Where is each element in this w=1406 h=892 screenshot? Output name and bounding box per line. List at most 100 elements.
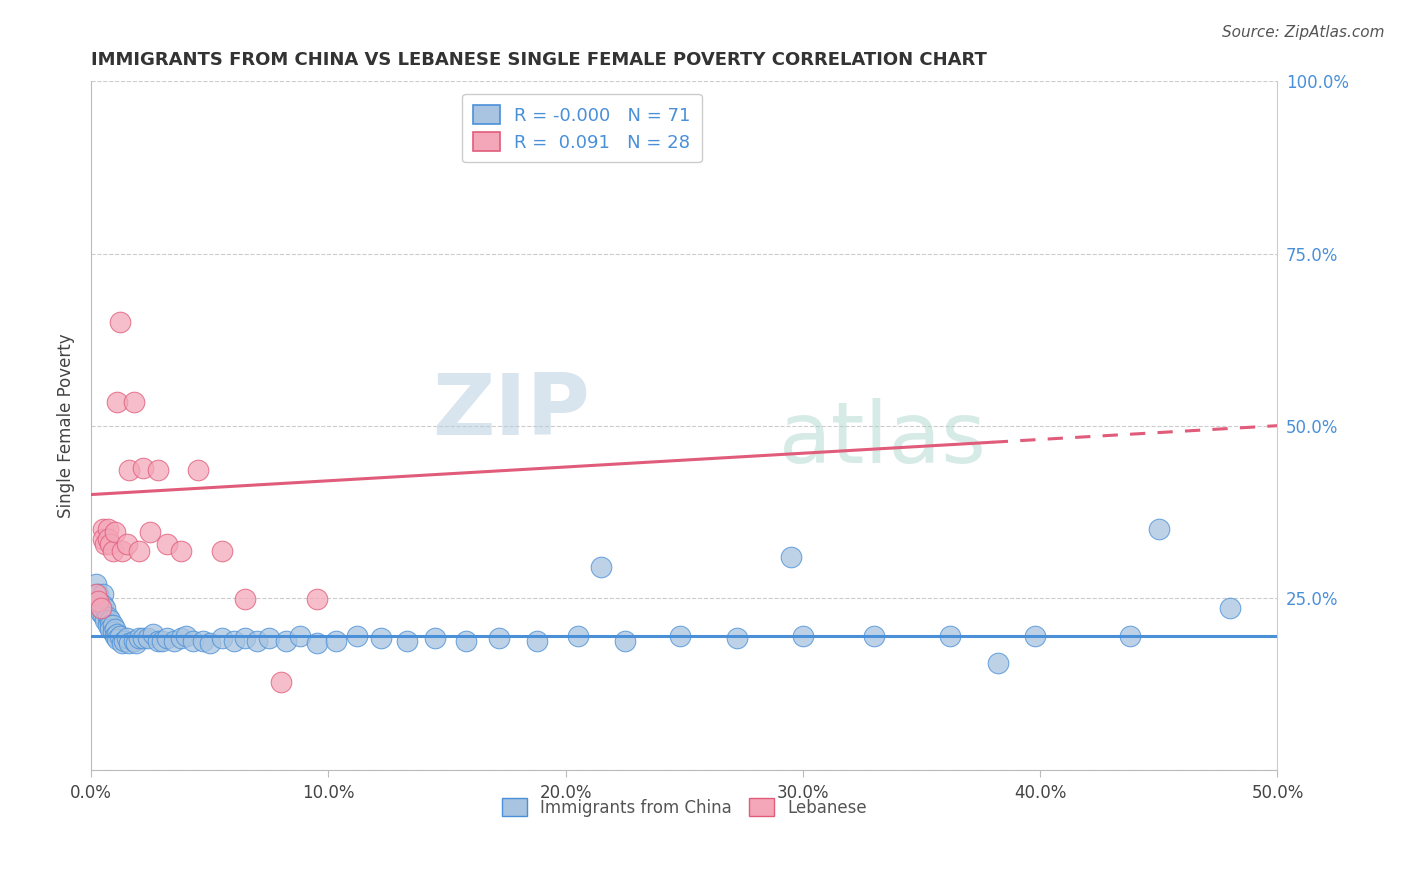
Point: [104, 525, 127, 540]
Point: [1119, 629, 1142, 643]
Point: [105, 626, 128, 640]
Point: [84, 587, 107, 601]
Point: [274, 633, 297, 648]
Point: [111, 635, 134, 649]
Point: [526, 633, 548, 648]
Point: [668, 629, 690, 643]
Text: atlas: atlas: [779, 398, 987, 481]
Point: [128, 631, 150, 645]
Point: [780, 549, 803, 564]
Point: [118, 635, 141, 649]
Point: [346, 629, 368, 643]
Point: [725, 631, 748, 645]
Point: [235, 592, 257, 607]
Point: [211, 544, 233, 558]
Point: [170, 544, 193, 558]
Point: [111, 544, 134, 558]
Point: [94, 537, 117, 551]
Y-axis label: Single Female Poverty: Single Female Poverty: [58, 334, 75, 518]
Point: [105, 394, 128, 409]
Point: [101, 544, 124, 558]
Point: [94, 601, 117, 615]
Point: [939, 629, 962, 643]
Point: [132, 461, 155, 475]
Point: [614, 633, 637, 648]
Point: [156, 537, 179, 551]
Point: [98, 537, 121, 551]
Point: [101, 625, 124, 640]
Point: [1147, 522, 1170, 536]
Point: [142, 626, 165, 640]
Point: [305, 635, 328, 649]
Point: [90, 601, 112, 615]
Point: [370, 631, 392, 645]
Point: [91, 608, 114, 623]
Point: [792, 629, 814, 643]
Point: [104, 622, 127, 636]
Point: [591, 559, 613, 574]
Point: [91, 522, 114, 536]
Point: [122, 394, 145, 409]
Point: [1219, 601, 1241, 615]
Point: [115, 631, 138, 645]
Point: [395, 633, 418, 648]
Point: [108, 629, 131, 643]
Point: [863, 629, 886, 643]
Point: [97, 522, 120, 536]
Point: [270, 674, 292, 689]
Point: [156, 631, 179, 645]
Point: [198, 635, 221, 649]
Point: [122, 633, 145, 648]
Text: Source: ZipAtlas.com: Source: ZipAtlas.com: [1222, 25, 1385, 40]
Point: [163, 633, 186, 648]
Point: [425, 631, 447, 645]
Point: [174, 629, 197, 643]
Point: [211, 631, 233, 645]
Point: [125, 635, 148, 649]
Point: [150, 633, 173, 648]
Point: [305, 592, 328, 607]
Point: [288, 629, 311, 643]
Point: [98, 622, 121, 636]
Point: [98, 618, 121, 632]
Point: [325, 633, 347, 648]
Point: [128, 544, 150, 558]
Legend: Immigrants from China, Lebanese: Immigrants from China, Lebanese: [495, 791, 873, 823]
Point: [567, 629, 589, 643]
Point: [222, 633, 245, 648]
Point: [118, 463, 141, 477]
Point: [235, 631, 257, 645]
Point: [187, 463, 209, 477]
Point: [98, 613, 121, 627]
Point: [87, 594, 110, 608]
Text: IMMIGRANTS FROM CHINA VS LEBANESE SINGLE FEMALE POVERTY CORRELATION CHART: IMMIGRANTS FROM CHINA VS LEBANESE SINGLE…: [91, 51, 987, 69]
Point: [115, 537, 138, 551]
Point: [146, 633, 169, 648]
Point: [87, 587, 110, 601]
Point: [181, 633, 204, 648]
Point: [136, 631, 159, 645]
Point: [146, 463, 169, 477]
Point: [488, 631, 510, 645]
Point: [257, 631, 280, 645]
Point: [90, 601, 112, 615]
Point: [112, 633, 135, 648]
Point: [1024, 629, 1046, 643]
Point: [97, 618, 120, 632]
Point: [246, 633, 269, 648]
Point: [101, 618, 124, 632]
Point: [139, 525, 162, 540]
Point: [108, 315, 131, 329]
Point: [91, 533, 114, 547]
Point: [97, 533, 120, 547]
Text: ZIP: ZIP: [432, 370, 589, 453]
Point: [986, 657, 1008, 671]
Point: [104, 629, 127, 643]
Point: [97, 610, 120, 624]
Point: [87, 598, 110, 612]
Point: [94, 613, 117, 627]
Point: [84, 577, 107, 591]
Point: [91, 598, 114, 612]
Point: [191, 633, 214, 648]
Point: [170, 631, 193, 645]
